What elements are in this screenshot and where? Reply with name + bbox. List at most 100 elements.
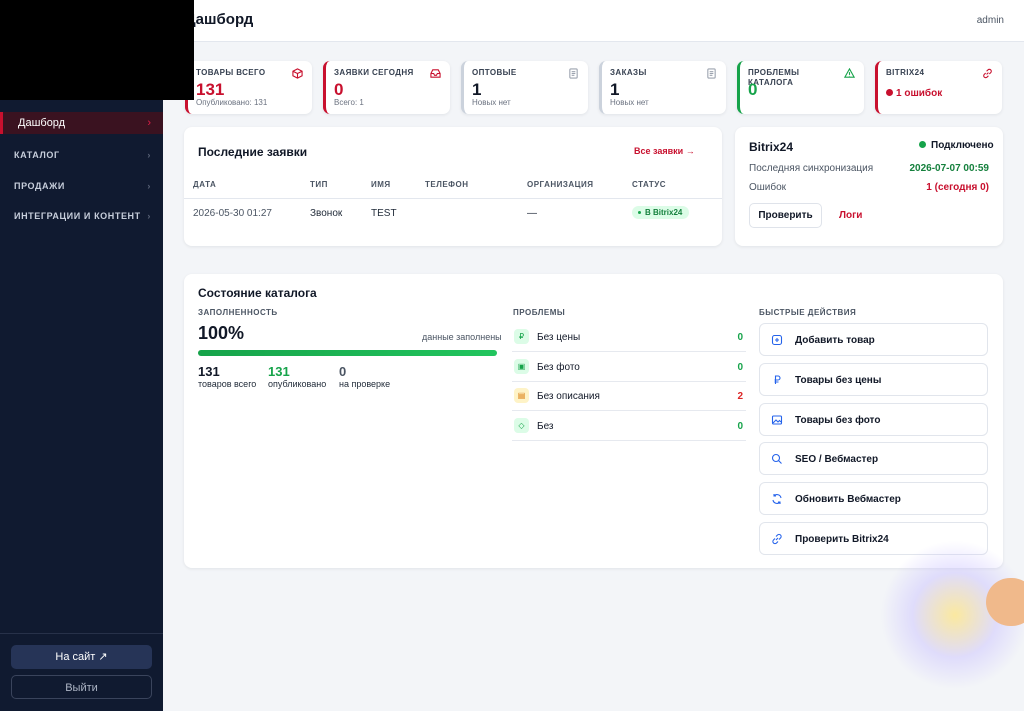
stat-status-text: 1 ошибок xyxy=(896,88,943,99)
quick-action[interactable]: Товары без цены xyxy=(759,362,988,396)
decor-hand xyxy=(986,578,1024,626)
stat-value: 0 xyxy=(748,80,758,99)
problem-label: Без цены xyxy=(537,332,581,343)
overlay-block xyxy=(0,0,194,100)
quick-action[interactable]: SEO / Вебмастер xyxy=(759,442,988,476)
stat-label: ТОВАРЫ ВСЕГО xyxy=(196,68,266,77)
user-name[interactable]: admin xyxy=(976,15,1004,26)
stat-sub: Новых нет xyxy=(610,98,649,107)
nav-item[interactable]: Дашборд › xyxy=(0,112,163,134)
requests-card xyxy=(184,127,722,246)
quick-action[interactable]: Обновить Вебмастер xyxy=(759,482,988,516)
count-label: товаров всего xyxy=(198,379,257,389)
all-requests-link[interactable]: Все заявки → xyxy=(634,146,695,156)
sync-label: Последняя синхронизация xyxy=(749,163,874,174)
problem-count: 0 xyxy=(737,332,743,343)
bitrix-status: Подключено xyxy=(919,140,994,151)
problem-label: Без описания xyxy=(537,391,600,402)
count-label: на проверке xyxy=(339,379,391,389)
column-header: ИМЯ xyxy=(371,180,391,189)
progress-track xyxy=(198,350,497,356)
action-icon xyxy=(774,375,781,384)
stat-value: 0 xyxy=(334,80,344,99)
stat-label: ЗАЯВКИ СЕГОДНЯ xyxy=(334,68,414,77)
stat-label: ОПТОВЫЕ xyxy=(472,68,517,77)
problem-count: 0 xyxy=(737,420,743,432)
site-button[interactable]: На сайт ↗ xyxy=(11,645,152,669)
bitrix-status-text: Подключено xyxy=(931,140,994,151)
action-icon xyxy=(771,454,782,465)
count-label: опубликовано xyxy=(268,379,327,389)
cell: Звонок xyxy=(310,208,343,219)
nav-item[interactable]: ИНТЕГРАЦИИ И КОНТЕНТ › xyxy=(14,211,151,221)
stat-label: BITRIX24 xyxy=(886,68,925,77)
problem-icon: ₽ xyxy=(514,329,529,344)
section-heading: БЫСТРЫЕ ДЕЙСТВИЯ xyxy=(759,308,857,317)
column-header: ДАТА xyxy=(193,180,217,189)
cell: TEST xyxy=(371,208,397,219)
action-label: Обновить Вебмастер xyxy=(795,494,901,506)
column-header: СТАТУС xyxy=(632,180,666,189)
nav-item[interactable]: КАТАЛОГ › xyxy=(14,150,151,160)
stat-value: 1 xyxy=(610,80,620,99)
logout-button[interactable]: Выйти xyxy=(11,675,152,699)
problem-icon: ▤ xyxy=(514,388,529,403)
errors-value: 1 (сегодня 0) xyxy=(926,182,989,193)
column-header: ОРГАНИЗАЦИЯ xyxy=(527,180,594,189)
action-label: Проверить Bitrix24 xyxy=(795,534,889,545)
check-button[interactable]: Проверить xyxy=(749,203,822,228)
stat-card[interactable]: ПРОБЛЕМЫ КАТАЛОГА 0 xyxy=(737,61,864,114)
problem-icon: ▣ xyxy=(514,358,529,374)
problem-label: Без фото xyxy=(537,361,580,373)
nav-label: ИНТЕГРАЦИИ И КОНТЕНТ xyxy=(14,211,141,221)
quick-action[interactable]: Товары без фото xyxy=(759,402,988,436)
problem-icon: ◇ xyxy=(514,417,529,433)
problem-label: Без xyxy=(537,420,554,432)
action-label: Товары без фото xyxy=(795,414,881,426)
logs-button[interactable]: Логи xyxy=(839,210,863,221)
count-value: 131 xyxy=(268,364,290,379)
sync-value: 2026-07-07 00:59 xyxy=(909,163,989,174)
stat-value: 1 xyxy=(472,80,482,99)
catalog-title: Состояние каталога xyxy=(198,286,317,300)
problem-count: 2 xyxy=(737,391,743,402)
quick-action[interactable]: Добавить товар xyxy=(759,323,988,356)
section-heading: ПРОБЛЕМЫ xyxy=(513,308,566,317)
stat-sub: Новых нет xyxy=(472,98,511,107)
stat-value: 131 xyxy=(196,80,225,99)
cell: — xyxy=(527,208,537,219)
status-text: В Bitrix24 xyxy=(645,208,683,217)
stat-card[interactable]: ЗАЯВКИ СЕГОДНЯ 0 Всего: 1 xyxy=(323,61,450,114)
action-label: Товары без цены xyxy=(795,374,882,386)
stat-sub: Всего: 1 xyxy=(334,98,364,107)
problem-count: 0 xyxy=(737,361,743,373)
count-value: 131 xyxy=(198,364,220,379)
stat-card[interactable]: BITRIX24 1 ошибок xyxy=(875,61,1002,114)
sidebar: Дашборд › КАТАЛОГ › ПРОДАЖИ › ИНТЕГРАЦИИ И … xyxy=(0,0,163,711)
page-title: Дашборд xyxy=(185,11,254,28)
stat-label: ПРОБЛЕМЫ КАТАЛОГА xyxy=(748,68,800,87)
stat-card[interactable]: ОПТОВЫЕ 1 Новых нет xyxy=(461,61,588,114)
problem-row: ◇ Без 0 xyxy=(512,412,746,441)
column-header: ТЕЛЕФОН xyxy=(425,180,469,189)
nav-label: Дашборд xyxy=(18,117,66,129)
problem-row: ▣ Без фото 0 xyxy=(512,353,746,382)
stat-card[interactable]: ЗАКАЗЫ 1 Новых нет xyxy=(599,61,726,114)
action-label: SEO / Вебмастер xyxy=(795,454,879,466)
requests-title: Последние заявки xyxy=(198,145,308,159)
nav-item[interactable]: ПРОДАЖИ › xyxy=(14,181,151,191)
progress-bar xyxy=(198,350,497,356)
bitrix-card xyxy=(735,127,1003,246)
quick-action[interactable]: Проверить Bitrix24 xyxy=(759,522,988,555)
errors-label: Ошибок xyxy=(749,182,787,193)
stat-label: ЗАКАЗЫ xyxy=(610,68,647,77)
fill-note: данные заполнены xyxy=(422,332,502,342)
stat-card[interactable]: ТОВАРЫ ВСЕГО 131 Опубликовано: 131 xyxy=(185,61,312,114)
action-icon xyxy=(772,533,782,545)
column-header: ТИП xyxy=(310,180,328,189)
header: Дашборд admin xyxy=(163,0,1024,42)
action-label: Добавить товар xyxy=(795,335,875,346)
problem-row: ₽ Без цены 0 xyxy=(512,323,746,352)
fill-percent: 100% xyxy=(198,323,245,343)
